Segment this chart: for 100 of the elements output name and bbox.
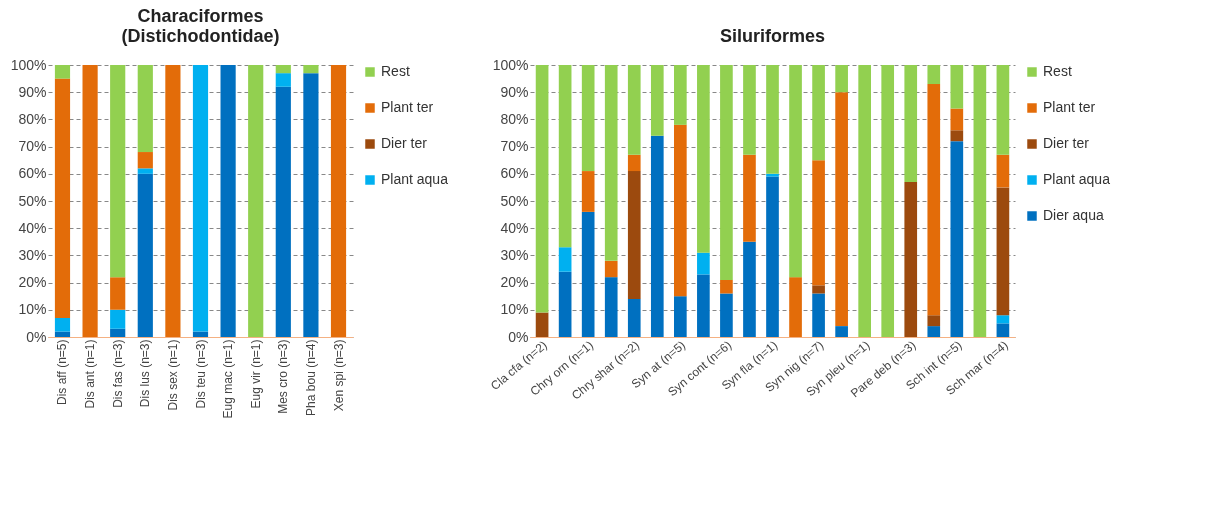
y-tick-label: 20% [500, 274, 529, 291]
bar [558, 247, 572, 272]
x-tick-label: Pha bou (n=4) [303, 339, 318, 416]
y-tick-label: 100% [492, 56, 529, 73]
bar [720, 279, 733, 294]
bar [137, 152, 153, 169]
bar [996, 65, 1010, 155]
y-tick-label: 0% [26, 328, 47, 345]
bar [996, 315, 1010, 324]
legend-label: Plant aqua [1043, 171, 1111, 187]
bar [743, 154, 756, 242]
bar [996, 323, 1010, 337]
x-tick-label: Dis fas (n=3) [110, 339, 125, 408]
bar [110, 309, 126, 329]
y-tick-label: 90% [500, 83, 529, 100]
y-tick-label: 0% [508, 328, 529, 345]
y-tick-label: 50% [500, 192, 529, 209]
y-tick-label: 70% [18, 138, 47, 155]
bar [137, 65, 153, 153]
y-tick-label: 80% [18, 110, 47, 127]
bar [110, 277, 126, 310]
chart-title: Characiformes (Distichodontidae) [121, 6, 280, 46]
bar [275, 73, 291, 87]
bar [248, 65, 264, 337]
y-tick-label: 30% [500, 246, 529, 263]
bar [674, 65, 687, 125]
bar [812, 293, 825, 337]
y-tick-label: 10% [500, 301, 529, 318]
x-tick-label: Mes cro (n=3) [276, 339, 291, 414]
bar [581, 65, 595, 172]
bar [835, 65, 848, 93]
bar [604, 277, 618, 337]
bar [604, 65, 618, 261]
bar [766, 65, 779, 174]
bar [558, 65, 572, 248]
bar [950, 108, 964, 131]
bar [789, 277, 802, 337]
legend-label: Dier ter [1043, 135, 1090, 151]
bar [581, 211, 595, 337]
bar [137, 173, 153, 337]
bar [766, 173, 779, 177]
bar [812, 160, 825, 286]
bar [720, 293, 733, 337]
y-tick-label: 40% [500, 219, 529, 236]
y-tick-label: 60% [500, 165, 529, 182]
bar [581, 171, 595, 212]
bar [950, 141, 964, 337]
bar [54, 317, 71, 332]
x-tick-label: Xen spi (n=3) [331, 339, 346, 412]
legend-label: Rest [381, 63, 410, 79]
bar [165, 65, 181, 337]
legend-label: Plant aqua [381, 171, 449, 187]
legend-label: Plant ter [381, 99, 434, 115]
bar [330, 65, 347, 337]
bar [881, 65, 895, 337]
chart-title: Siluriformes [719, 26, 826, 46]
y-tick-label: 100% [10, 56, 47, 73]
bar [650, 65, 664, 136]
bar [743, 65, 756, 155]
bar [627, 65, 641, 155]
bar [950, 65, 964, 109]
bar [927, 65, 941, 85]
bar [110, 328, 126, 337]
bar [996, 187, 1010, 316]
bar [192, 65, 209, 332]
bar [54, 331, 71, 337]
bar [743, 241, 756, 337]
bar [927, 84, 941, 316]
bar [535, 65, 549, 313]
bar [303, 73, 319, 337]
bar [627, 154, 641, 172]
bar [789, 65, 802, 278]
bar [835, 326, 848, 337]
bar [110, 65, 126, 278]
bar [812, 285, 825, 294]
x-tick-label: Eug mac (n=1) [221, 339, 236, 419]
legend-label: Plant ter [1043, 99, 1096, 115]
bar [220, 65, 236, 337]
y-tick-label: 70% [500, 138, 529, 155]
bar [973, 65, 987, 337]
x-tick-label: Eug vir (n=1) [248, 339, 263, 409]
bar [904, 181, 918, 337]
y-tick-label: 80% [500, 110, 529, 127]
bar [303, 65, 319, 74]
legend-label: Dier ter [381, 135, 428, 151]
bar [192, 331, 209, 337]
bar [627, 171, 641, 299]
y-tick-label: 90% [18, 83, 47, 100]
bar [697, 252, 710, 275]
bar [604, 260, 618, 278]
bar [535, 312, 549, 337]
bar [996, 154, 1010, 188]
bar [674, 296, 687, 337]
bar [627, 298, 641, 337]
bar [82, 65, 98, 337]
y-tick-label: 30% [18, 246, 47, 263]
x-tick-label: Dis lus (n=3) [138, 339, 153, 408]
bar [137, 168, 153, 174]
bar [697, 274, 710, 337]
x-tick-label: Dis sex (n=1) [165, 339, 180, 411]
